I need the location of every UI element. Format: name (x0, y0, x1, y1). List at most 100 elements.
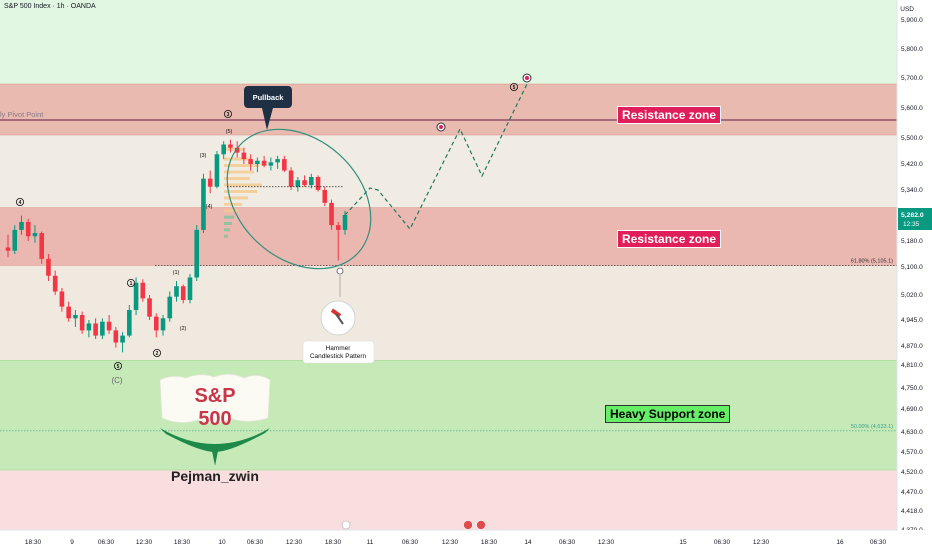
wave-label: 3 (227, 112, 230, 118)
volume-profile-bar (224, 177, 250, 180)
candle-body (234, 147, 240, 153)
candle-body (187, 277, 193, 300)
wave-circle (114, 361, 123, 370)
candle-body (59, 291, 65, 307)
x-tick-label: 9 (70, 539, 74, 546)
wave-circle (509, 83, 518, 92)
candle-body (93, 323, 98, 336)
y-tick-label: 4,570.0 (901, 449, 923, 456)
y-tick-label: 5,600.0 (901, 105, 923, 112)
y-tick-label: 4,418.0 (901, 508, 923, 515)
y-tick-label: 5,420.0 (901, 161, 923, 168)
volume-profile-bar (224, 221, 232, 225)
x-tick-label: 12:30 (753, 539, 770, 546)
wave-circle (15, 197, 24, 206)
wave-label: 4 (19, 200, 22, 206)
y-tick-label: 4,470.0 (901, 489, 923, 496)
volume-profile-bar (224, 147, 244, 151)
wave-label: (1) (173, 270, 180, 276)
x-tick-label: 18:30 (325, 539, 342, 546)
hammer-icon-handle (335, 313, 344, 325)
candle-body (248, 159, 253, 164)
candle-body (180, 286, 186, 300)
candle-body (275, 159, 280, 163)
y-tick-label: 5,700.0 (901, 75, 923, 82)
candle-body (268, 162, 274, 166)
candle-body (302, 180, 307, 186)
time-axis[interactable] (0, 530, 932, 550)
hammer-icon (330, 308, 342, 318)
target-marker-2-dot (525, 76, 529, 80)
x-tick-label: 18:30 (481, 539, 498, 546)
wave-label: 5 (513, 85, 516, 91)
volume-profile-bar (224, 234, 228, 238)
x-tick-label: 14 (524, 539, 532, 546)
x-tick-label: 18:30 (174, 539, 191, 546)
candle-body (32, 233, 38, 237)
y-tick-label: 4,810.0 (901, 362, 923, 369)
last-price-time: 12:35 (903, 221, 920, 228)
wave-label: 1 (130, 281, 133, 287)
candle-body (39, 233, 44, 259)
volume-profile-bar (224, 170, 254, 174)
y-tick-label: 5,800.0 (901, 46, 923, 53)
candle-body (86, 323, 92, 331)
y-tick-label: 5,900.0 (901, 17, 923, 24)
hammer-title: Hammer (326, 345, 352, 352)
x-tick-label: 16 (836, 539, 844, 546)
background-bottom (0, 470, 897, 530)
candle-body (329, 202, 334, 226)
flag-icon[interactable] (463, 520, 473, 530)
candle-body (214, 154, 220, 187)
y-tick-label: 4,945.0 (901, 317, 923, 324)
y-tick-label: 4,520.0 (901, 469, 923, 476)
hammer-subtitle: Candlestick Pattern (310, 353, 367, 360)
y-tick-label: 4,690.0 (901, 406, 923, 413)
x-tick-label: 11 (367, 539, 374, 546)
x-tick-label: 06:30 (870, 539, 887, 546)
x-tick-label: 06:30 (402, 539, 419, 546)
candle-body (335, 225, 341, 230)
candle-body (160, 318, 166, 331)
candle-body (46, 258, 51, 276)
candle-body (153, 316, 159, 331)
candle-body (174, 286, 179, 297)
wave-label: 5 (117, 364, 120, 370)
candle-body (113, 330, 119, 343)
zone-resistance-1 (0, 207, 897, 266)
candle-body (5, 247, 11, 251)
logo-line1: S&P (194, 385, 235, 407)
resistance-zone-label-upper: Resistance zone (617, 106, 722, 124)
x-tick-label: 10 (218, 539, 226, 546)
candle-body (295, 180, 301, 187)
volume-profile-bar (224, 202, 242, 206)
x-tick-label: 06:30 (247, 539, 264, 546)
price-axis[interactable] (897, 0, 932, 550)
wave-label: (2) (180, 326, 187, 332)
x-tick-label: 06:30 (714, 539, 731, 546)
candle-body (255, 160, 260, 164)
symbol-header[interactable]: S&P 500 Index · 1h · OANDA (4, 3, 96, 10)
candle-body (221, 144, 226, 155)
candle-body (127, 310, 132, 336)
candle-body (282, 159, 287, 171)
x-tick-label: 12:30 (286, 539, 303, 546)
candle-body (19, 221, 24, 230)
zone-resistance-0 (0, 84, 897, 135)
x-tick-label: 12:30 (136, 539, 153, 546)
volume-profile-bar (224, 196, 248, 200)
support-zone-label: Heavy Support zone (605, 405, 731, 423)
x-tick-label: 12:30 (598, 539, 615, 546)
y-tick-label: 4,630.0 (901, 429, 923, 436)
candle-body (167, 296, 173, 319)
volume-profile-bar (224, 183, 262, 187)
flag-icon[interactable] (476, 520, 486, 530)
wave-circle (223, 110, 232, 119)
pullback-label: Pullback (253, 93, 285, 102)
event-icon[interactable] (341, 520, 351, 530)
y-tick-label: 5,020.0 (901, 292, 923, 299)
y-tick-label: 4,870.0 (901, 343, 923, 350)
pullback-ellipse (226, 128, 372, 270)
